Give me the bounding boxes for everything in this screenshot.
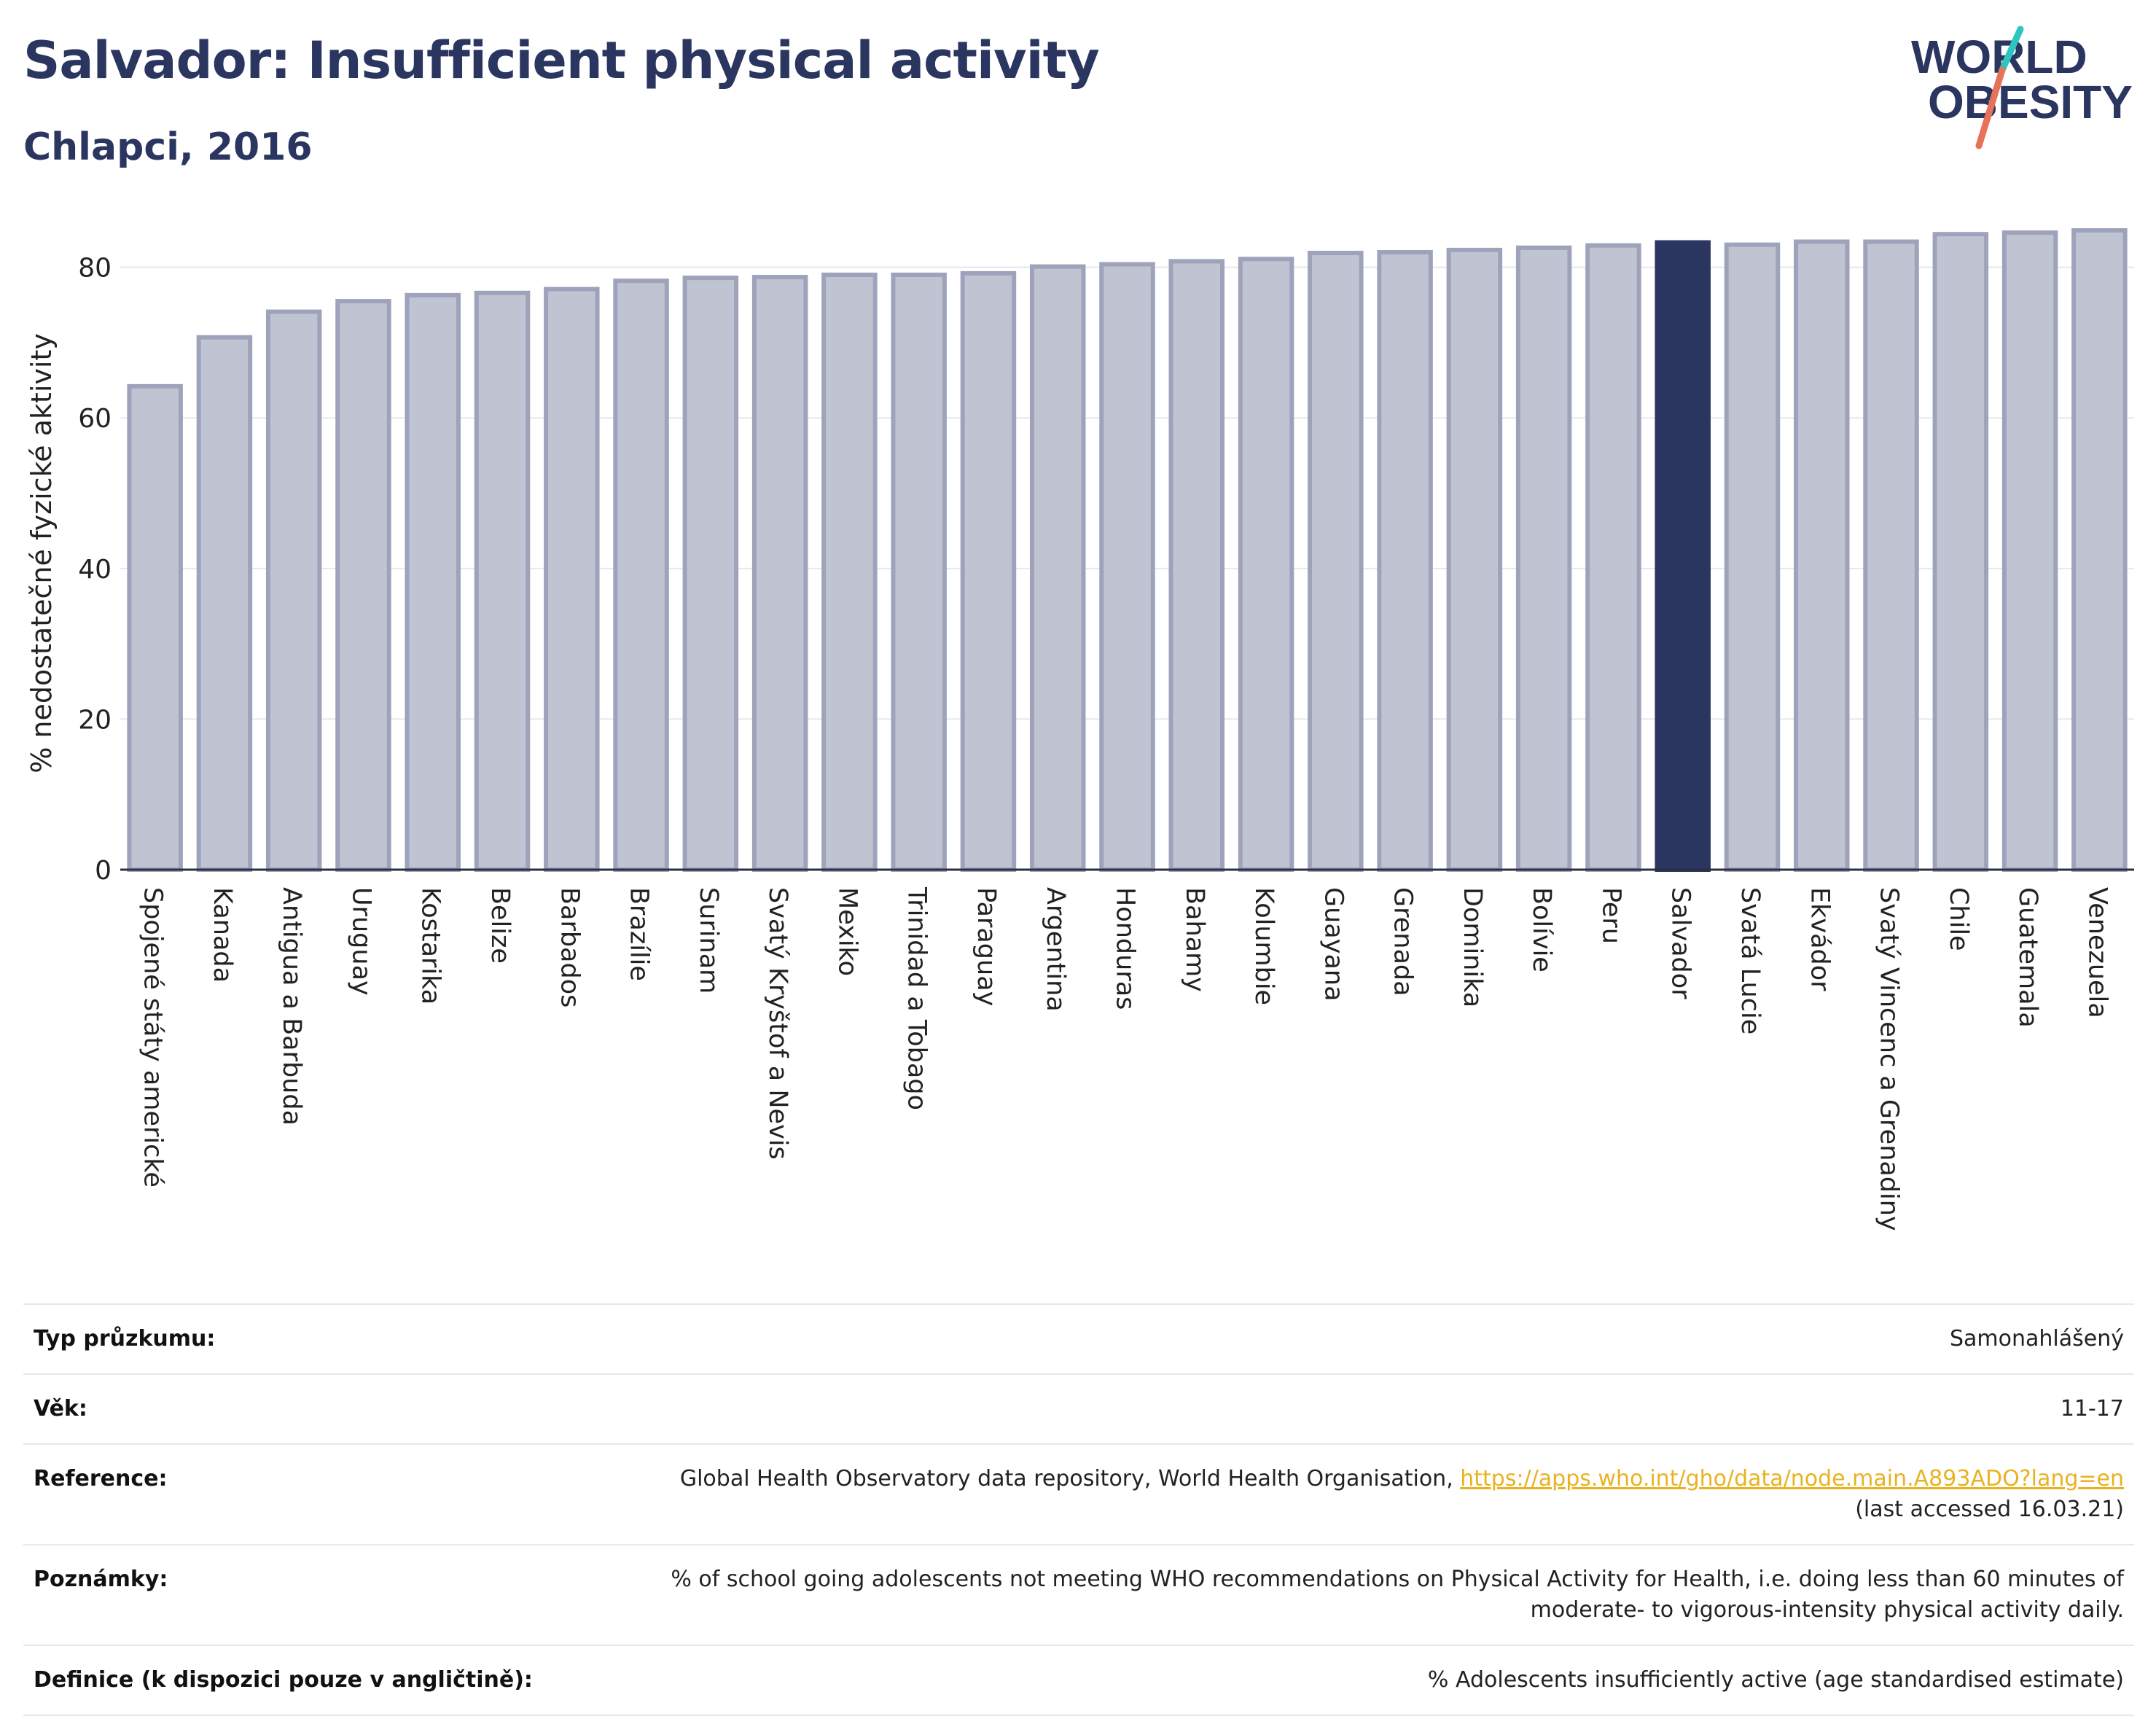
world-obesity-logo: WORLD OBESITY bbox=[1911, 26, 2133, 149]
info-row-reference: Reference: Global Health Observatory dat… bbox=[23, 1444, 2134, 1545]
bar bbox=[821, 272, 878, 873]
x-axis-labels: Spojené státy americké Kanada Antigua a Ba… bbox=[138, 886, 2112, 1231]
info-label: Věk: bbox=[34, 1396, 87, 1421]
notes-line1: % of school going adolescents not meetin… bbox=[671, 1567, 2124, 1592]
bar-highlight bbox=[1655, 240, 1711, 873]
page-subtitle: Chlapci, 2016 bbox=[23, 125, 313, 169]
bar bbox=[1724, 242, 1781, 873]
bar bbox=[960, 270, 1017, 873]
x-tick-label: Chile bbox=[1944, 887, 1973, 951]
bar bbox=[1863, 239, 1919, 873]
x-tick-label: Spojené státy americké bbox=[138, 887, 168, 1187]
bar bbox=[2001, 230, 2058, 872]
reference-link[interactable]: https://apps.who.int/gho/data/node.main.… bbox=[1460, 1466, 2124, 1491]
x-tick-label: Dominika bbox=[1458, 887, 1487, 1007]
bar bbox=[474, 290, 531, 873]
bar bbox=[1515, 245, 1572, 872]
x-tick-label: Barbados bbox=[555, 887, 584, 1007]
reference-text: Global Health Observatory data repositor… bbox=[679, 1466, 1461, 1491]
bar bbox=[405, 292, 461, 872]
y-tick-label: 40 bbox=[78, 555, 112, 585]
x-tick-label: Guayana bbox=[1319, 887, 1348, 1002]
bar bbox=[1099, 262, 1155, 872]
x-tick-label: Svatý Kryštof a Nevis bbox=[763, 887, 792, 1160]
y-tick-label: 0 bbox=[95, 856, 112, 886]
x-tick-label: Surinam bbox=[694, 887, 723, 994]
bar bbox=[613, 278, 669, 873]
bar bbox=[544, 286, 600, 872]
chart-bars bbox=[127, 228, 2128, 873]
x-tick-label: Argentina bbox=[1041, 887, 1070, 1012]
bar bbox=[1932, 232, 1989, 873]
bar bbox=[1168, 259, 1225, 872]
y-tick-label: 20 bbox=[78, 705, 112, 735]
bar bbox=[335, 299, 391, 873]
info-value: 11-17 bbox=[2060, 1396, 2124, 1421]
x-tick-label: Bolívie bbox=[1527, 887, 1556, 972]
x-tick-label: Kolumbie bbox=[1249, 887, 1278, 1005]
info-value: Global Health Observatory data repositor… bbox=[598, 1444, 2134, 1545]
bar bbox=[1308, 251, 1364, 872]
y-tick-label: 60 bbox=[78, 404, 112, 434]
bar bbox=[1794, 239, 1850, 873]
info-value: % Adolescents insufficiently active (age… bbox=[1427, 1667, 2124, 1693]
y-tick-label: 80 bbox=[78, 254, 112, 284]
info-table: Typ průzkumu: Samonahlášený Věk: 11-17 R… bbox=[23, 1303, 2134, 1716]
x-tick-label: Uruguay bbox=[346, 887, 375, 996]
logo-slash-top bbox=[1999, 26, 2024, 74]
y-axis-label: % nedostatečné fyzické aktivity bbox=[26, 333, 58, 773]
notes-line2: moderate- to vigorous-intensity physical… bbox=[1530, 1597, 2124, 1623]
bar bbox=[682, 276, 739, 873]
x-tick-label: Paraguay bbox=[972, 887, 1001, 1006]
x-tick-label: Svatý Vincenc a Grenadiny bbox=[1875, 887, 1904, 1231]
bar bbox=[751, 275, 808, 872]
bar bbox=[1238, 257, 1294, 872]
bar bbox=[891, 272, 947, 873]
y-axis-ticks: 0 20 40 60 80 bbox=[78, 254, 112, 886]
x-tick-label: Peru bbox=[1596, 887, 1625, 944]
x-tick-label: Guatemala bbox=[2013, 887, 2042, 1028]
info-label: Definice (k dispozici pouze v angličtině… bbox=[34, 1667, 533, 1693]
info-row-survey-type: Typ průzkumu: Samonahlášený bbox=[23, 1304, 2134, 1374]
logo-slash-bottom bbox=[1975, 66, 2006, 149]
x-tick-label: Grenada bbox=[1388, 887, 1418, 997]
x-tick-label: Ekvádor bbox=[1805, 887, 1834, 991]
info-label: Reference: bbox=[34, 1466, 168, 1491]
info-row-notes: Poznámky: % of school going adolescents … bbox=[23, 1545, 2134, 1645]
info-row-age: Věk: 11-17 bbox=[23, 1374, 2134, 1444]
bar bbox=[2071, 228, 2128, 872]
bar bbox=[196, 335, 253, 873]
reference-accessed: (last accessed 16.03.21) bbox=[1855, 1497, 2124, 1522]
x-tick-label: Svatá Lucie bbox=[1735, 887, 1765, 1034]
bar bbox=[1029, 264, 1086, 872]
bar-chart: 0 20 40 60 80 Spojené státy americké Kanada An… bbox=[26, 228, 2134, 1231]
info-value: % of school going adolescents not meetin… bbox=[598, 1545, 2134, 1645]
info-label: Typ průzkumu: bbox=[34, 1326, 216, 1352]
x-tick-label: Salvador bbox=[1666, 887, 1695, 999]
x-tick-label: Kostarika bbox=[416, 887, 445, 1005]
x-tick-label: Kanada bbox=[208, 887, 237, 983]
info-value: Samonahlášený bbox=[1950, 1326, 2124, 1352]
info-row-definition: Definice (k dispozici pouze v angličtině… bbox=[23, 1645, 2134, 1715]
bar bbox=[1446, 247, 1503, 873]
logo-line2: OBESITY bbox=[1928, 76, 2133, 128]
x-tick-label: Belize bbox=[485, 887, 515, 964]
info-label: Poznámky: bbox=[34, 1567, 168, 1592]
page-title: Salvador: Insufficient physical activity bbox=[23, 31, 1100, 90]
x-tick-label: Bahamy bbox=[1180, 887, 1209, 992]
x-tick-label: Brazílie bbox=[625, 887, 654, 981]
x-tick-label: Antigua a Barbuda bbox=[277, 887, 306, 1126]
x-tick-label: Mexiko bbox=[832, 887, 862, 976]
bar bbox=[127, 383, 183, 873]
x-tick-label: Trinidad a Tobago bbox=[902, 886, 931, 1110]
x-tick-label: Honduras bbox=[1111, 887, 1140, 1010]
bar bbox=[1585, 243, 1641, 872]
bar bbox=[265, 309, 322, 873]
x-tick-label: Venezuela bbox=[2082, 887, 2112, 1018]
bar bbox=[1377, 249, 1433, 873]
